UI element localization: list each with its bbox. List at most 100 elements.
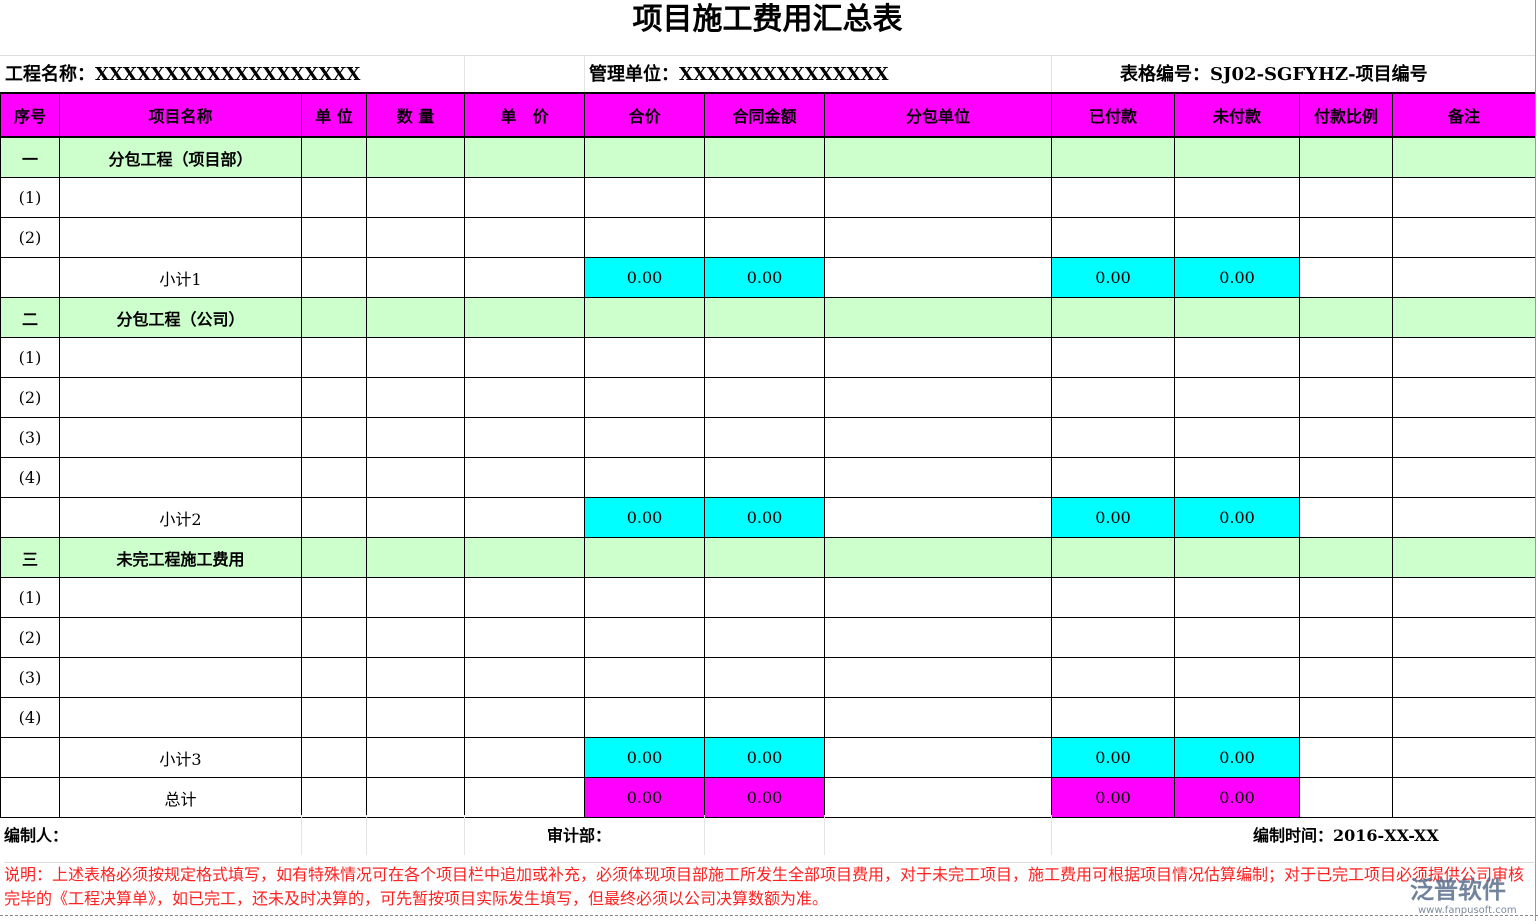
- cell[interactable]: [824, 217, 1052, 258]
- row-number[interactable]: (1): [0, 177, 60, 218]
- cell[interactable]: [1299, 217, 1393, 258]
- cell[interactable]: [366, 577, 465, 618]
- cell[interactable]: [1299, 737, 1393, 778]
- row-number[interactable]: (1): [0, 577, 60, 618]
- cell[interactable]: [301, 577, 367, 618]
- cell[interactable]: [301, 136, 367, 178]
- cell[interactable]: [464, 217, 585, 258]
- contract-amount-value[interactable]: 0.00: [704, 257, 825, 298]
- cell[interactable]: [301, 257, 367, 298]
- cell[interactable]: [824, 737, 1052, 778]
- cell[interactable]: [1174, 537, 1300, 578]
- cell[interactable]: [59, 417, 302, 458]
- cell[interactable]: [1299, 337, 1393, 378]
- cell[interactable]: [301, 417, 367, 458]
- cell[interactable]: [301, 297, 367, 338]
- cell[interactable]: [1392, 697, 1536, 738]
- cell[interactable]: [366, 697, 465, 738]
- cell[interactable]: [366, 136, 465, 178]
- row-number[interactable]: (2): [0, 377, 60, 418]
- contract-amount-value[interactable]: 0.00: [704, 737, 825, 778]
- cell[interactable]: [1051, 377, 1175, 418]
- cell[interactable]: [704, 217, 825, 258]
- row-number[interactable]: (2): [0, 217, 60, 258]
- cell[interactable]: [584, 337, 705, 378]
- cell[interactable]: [1299, 697, 1393, 738]
- cell[interactable]: [1051, 337, 1175, 378]
- cell[interactable]: [301, 657, 367, 698]
- cell[interactable]: [584, 617, 705, 658]
- cell[interactable]: [584, 417, 705, 458]
- cell[interactable]: [584, 657, 705, 698]
- cell[interactable]: [366, 417, 465, 458]
- cell[interactable]: [704, 337, 825, 378]
- cell[interactable]: [464, 577, 585, 618]
- cell[interactable]: [1174, 657, 1300, 698]
- cell[interactable]: [1051, 697, 1175, 738]
- paid-value[interactable]: 0.00: [1051, 497, 1175, 538]
- cell[interactable]: [584, 577, 705, 618]
- cell[interactable]: [301, 617, 367, 658]
- cell[interactable]: [301, 497, 367, 538]
- cell[interactable]: [824, 537, 1052, 578]
- cell[interactable]: [1299, 297, 1393, 338]
- cell[interactable]: [1392, 457, 1536, 498]
- cell[interactable]: [464, 177, 585, 218]
- cell[interactable]: [301, 177, 367, 218]
- cell[interactable]: [366, 537, 465, 578]
- cell[interactable]: [1392, 537, 1536, 578]
- cell[interactable]: [1299, 617, 1393, 658]
- cell[interactable]: [1299, 537, 1393, 578]
- cell[interactable]: [1051, 577, 1175, 618]
- cell[interactable]: [824, 177, 1052, 218]
- cell[interactable]: [0, 497, 60, 538]
- cell[interactable]: [464, 497, 585, 538]
- cell[interactable]: [824, 337, 1052, 378]
- cell[interactable]: [1051, 177, 1175, 218]
- cell[interactable]: [584, 217, 705, 258]
- cell[interactable]: [59, 697, 302, 738]
- cell[interactable]: [584, 537, 705, 578]
- cell[interactable]: [366, 217, 465, 258]
- cell[interactable]: [1174, 217, 1300, 258]
- cell[interactable]: [584, 457, 705, 498]
- cell[interactable]: [301, 217, 367, 258]
- cell[interactable]: [1299, 417, 1393, 458]
- cell[interactable]: [1299, 657, 1393, 698]
- cell[interactable]: [824, 657, 1052, 698]
- cell[interactable]: [824, 417, 1052, 458]
- row-number[interactable]: 一: [0, 136, 60, 178]
- total-price-value[interactable]: 0.00: [584, 777, 705, 818]
- cell[interactable]: [1392, 617, 1536, 658]
- row-name[interactable]: 未完工程施工费用: [59, 537, 302, 578]
- unpaid-value[interactable]: 0.00: [1174, 777, 1300, 818]
- total-price-value[interactable]: 0.00: [584, 497, 705, 538]
- cell[interactable]: [584, 177, 705, 218]
- paid-value[interactable]: 0.00: [1051, 737, 1175, 778]
- cell[interactable]: [0, 257, 60, 298]
- cell[interactable]: [1174, 337, 1300, 378]
- cell[interactable]: [1299, 577, 1393, 618]
- cell[interactable]: [59, 337, 302, 378]
- cell[interactable]: [366, 377, 465, 418]
- cell[interactable]: [1392, 417, 1536, 458]
- row-number[interactable]: 二: [0, 297, 60, 338]
- unpaid-value[interactable]: 0.00: [1174, 497, 1300, 538]
- cell[interactable]: [1299, 377, 1393, 418]
- cell[interactable]: [366, 497, 465, 538]
- row-number[interactable]: (3): [0, 417, 60, 458]
- cell[interactable]: [301, 697, 367, 738]
- cell[interactable]: [1174, 377, 1300, 418]
- cell[interactable]: [1392, 657, 1536, 698]
- cell[interactable]: [59, 457, 302, 498]
- row-name[interactable]: 小计3: [59, 737, 302, 778]
- cell[interactable]: [366, 657, 465, 698]
- cell[interactable]: [704, 577, 825, 618]
- cell[interactable]: [1392, 257, 1536, 298]
- cell[interactable]: [824, 617, 1052, 658]
- cell[interactable]: [366, 177, 465, 218]
- cell[interactable]: [824, 136, 1052, 178]
- cell[interactable]: [1392, 497, 1536, 538]
- cell[interactable]: [464, 417, 585, 458]
- cell[interactable]: [704, 697, 825, 738]
